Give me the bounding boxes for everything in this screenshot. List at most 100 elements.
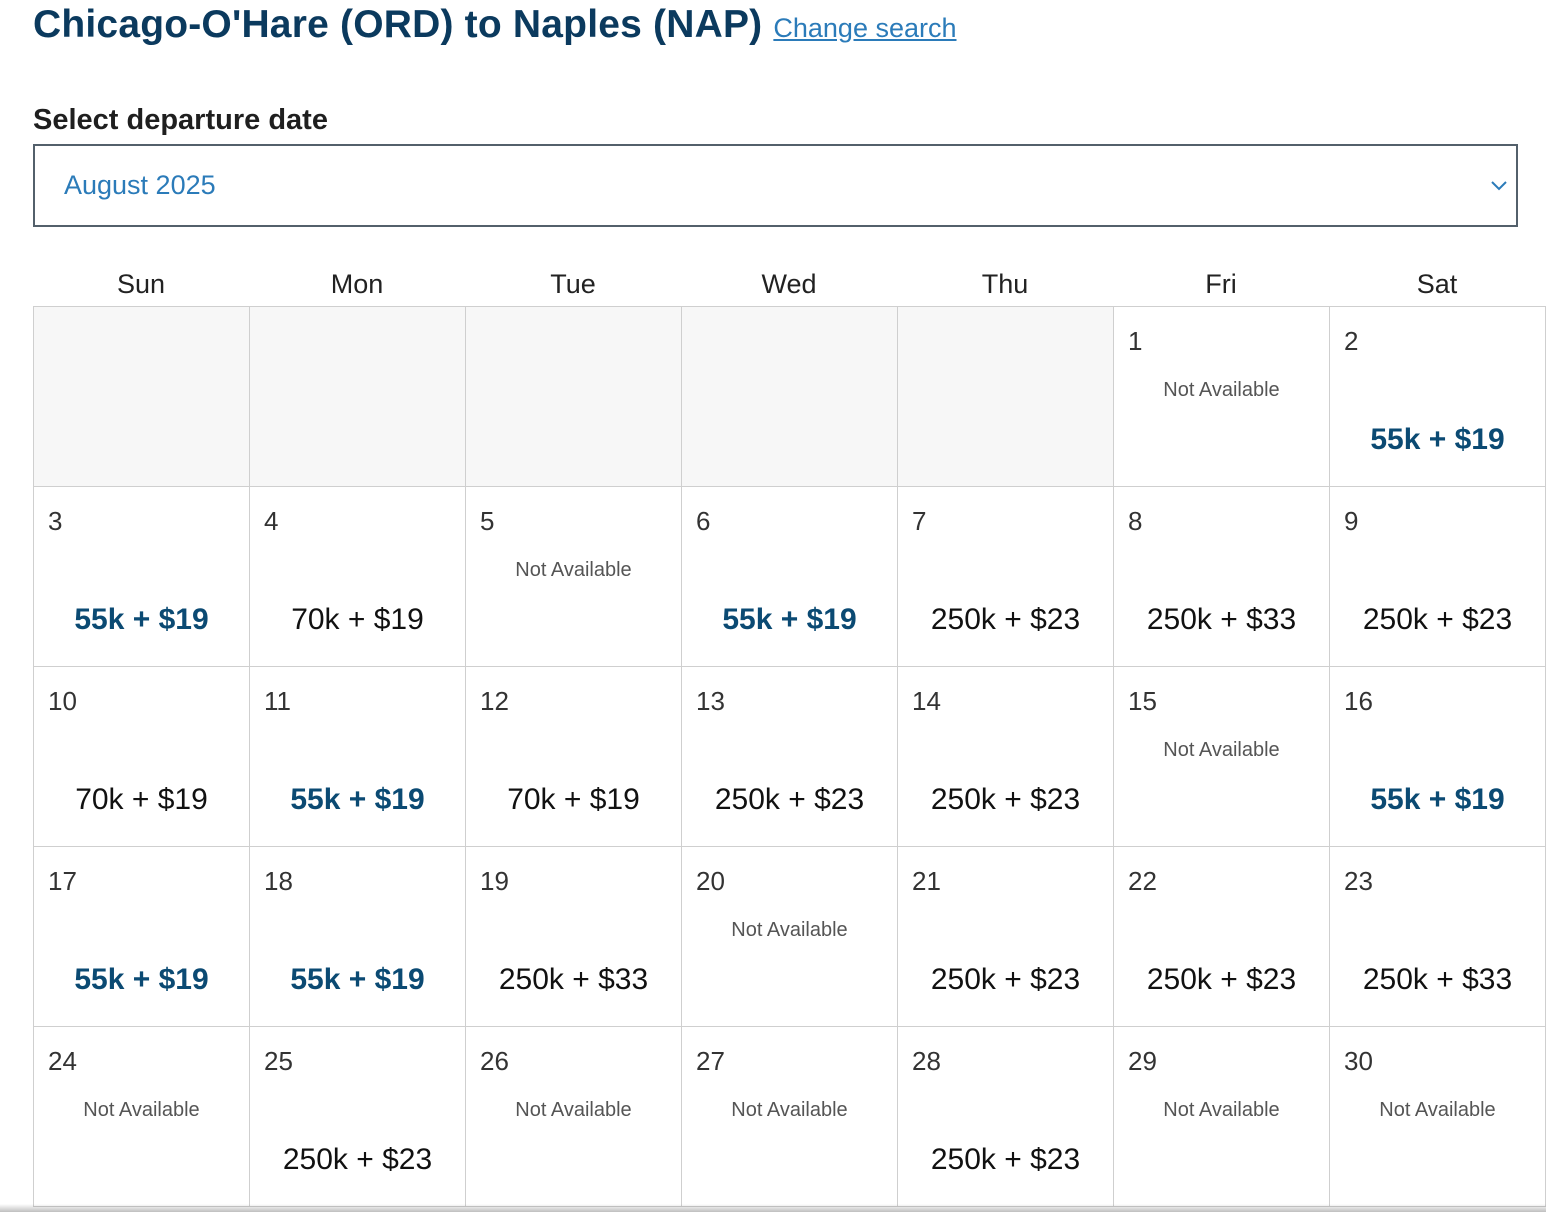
lowest-fare-price: 55k + $19 [1370,783,1505,816]
calendar-day-3[interactable]: 3 55k + $19 [34,487,250,667]
day-number: 25 [264,1046,293,1076]
calendar-day-18[interactable]: 18 55k + $19 [250,847,466,1027]
change-search-link[interactable]: Change search [773,13,957,43]
day-number: 22 [1128,866,1157,896]
not-available-label: Not Available [731,919,848,941]
day-number: 2 [1344,326,1359,356]
day-number: 14 [912,686,941,716]
not-available-label: Not Available [1163,379,1280,401]
chevron-down-icon [1490,176,1508,194]
fare-price: 250k + $33 [498,963,649,996]
lowest-fare-price: 55k + $19 [74,963,209,996]
not-available-label: Not Available [83,1099,200,1121]
select-departure-date-label: Select departure date [33,104,328,136]
not-available-label: Not Available [1379,1099,1496,1121]
calendar-day-10[interactable]: 10 70k + $19 [34,667,250,847]
not-available-label: Not Available [515,1099,632,1121]
day-number: 18 [264,866,293,896]
fare-price: 250k + $23 [714,783,865,816]
calendar-day-20: 20 Not Available [682,847,898,1027]
weekday-header-row: Sun Mon Tue Wed Thu Fri Sat [33,262,1545,306]
day-number: 24 [48,1046,77,1076]
lowest-fare-price: 55k + $19 [290,963,425,996]
calendar-day-9[interactable]: 9 250k + $23 [1330,487,1546,667]
not-available-label: Not Available [1163,739,1280,761]
day-number: 30 [1344,1046,1373,1076]
fare-price: 250k + $23 [930,1143,1081,1176]
fare-price: 250k + $33 [1362,963,1513,996]
day-number: 6 [696,506,711,536]
calendar-day-21[interactable]: 21 250k + $23 [898,847,1114,1027]
calendar-day-25[interactable]: 25 250k + $23 [250,1027,466,1207]
day-number: 11 [264,686,291,716]
calendar-day-1: 1 Not Available [1114,307,1330,487]
fare-price: 250k + $23 [1146,963,1297,996]
calendar-day-13[interactable]: 13 250k + $23 [682,667,898,847]
day-number: 13 [696,686,725,716]
fare-price: 250k + $23 [930,603,1081,636]
not-available-label: Not Available [1163,1099,1280,1121]
day-number: 17 [48,866,77,896]
calendar-day-4[interactable]: 4 70k + $19 [250,487,466,667]
calendar-day-26: 26 Not Available [466,1027,682,1207]
calendar-day-22[interactable]: 22 250k + $23 [1114,847,1330,1027]
fare-price: 70k + $19 [507,783,640,816]
calendar-day-8[interactable]: 8 250k + $33 [1114,487,1330,667]
day-number: 8 [1128,506,1143,536]
fare-price: 250k + $23 [930,963,1081,996]
calendar-day-14[interactable]: 14 250k + $23 [898,667,1114,847]
day-number: 28 [912,1046,941,1076]
lowest-fare-price: 55k + $19 [1370,423,1505,456]
calendar-day-17[interactable]: 17 55k + $19 [34,847,250,1027]
calendar-day-2[interactable]: 2 55k + $19 [1330,307,1546,487]
calendar-day-15: 15 Not Available [1114,667,1330,847]
day-number: 21 [912,866,941,896]
day-number: 15 [1128,686,1157,716]
route-title: Chicago-O'Hare (ORD) to Naples (NAP) [33,3,763,46]
calendar-day-5: 5 Not Available [466,487,682,667]
calendar-empty-cell [682,307,898,487]
weekday-sun: Sun [116,269,166,299]
month-select-value: August 2025 [64,170,216,200]
departure-calendar-grid: 1 Not Available 2 55k + $19 3 55k + $19 4 70k +… [33,306,1546,1207]
fare-price: 70k + $19 [291,603,424,636]
calendar-day-30: 30 Not Available [1330,1027,1546,1207]
day-number: 26 [480,1046,509,1076]
calendar-day-16[interactable]: 16 55k + $19 [1330,667,1546,847]
fare-price: 250k + $23 [930,783,1081,816]
lowest-fare-price: 55k + $19 [722,603,857,636]
calendar-day-19[interactable]: 19 250k + $33 [466,847,682,1027]
day-number: 27 [696,1046,725,1076]
weekday-mon: Mon [330,269,384,299]
weekday-wed: Wed [761,269,817,299]
day-number: 10 [48,686,77,716]
not-available-label: Not Available [731,1099,848,1121]
day-number: 1 [1128,326,1143,356]
calendar-day-28[interactable]: 28 250k + $23 [898,1027,1114,1207]
scroll-shadow [0,1204,1546,1212]
fare-price: 250k + $33 [1146,603,1297,636]
calendar-day-23[interactable]: 23 250k + $33 [1330,847,1546,1027]
not-available-label: Not Available [515,559,632,581]
day-number: 19 [480,866,509,896]
day-number: 29 [1128,1046,1157,1076]
lowest-fare-price: 55k + $19 [290,783,425,816]
calendar-empty-cell [898,307,1114,487]
calendar-empty-cell [34,307,250,487]
calendar-day-7[interactable]: 7 250k + $23 [898,487,1114,667]
calendar-day-6[interactable]: 6 55k + $19 [682,487,898,667]
day-number: 5 [480,506,495,536]
day-number: 3 [48,506,63,536]
weekday-sat: Sat [1416,269,1458,299]
day-number: 16 [1344,686,1373,716]
calendar-day-24: 24 Not Available [34,1027,250,1207]
fare-price: 250k + $23 [282,1143,433,1176]
day-number: 20 [696,866,725,896]
month-select[interactable]: August 2025 [33,144,1518,227]
calendar-day-11[interactable]: 11 55k + $19 [250,667,466,847]
day-number: 4 [264,506,279,536]
fare-price: 70k + $19 [75,783,208,816]
lowest-fare-price: 55k + $19 [74,603,209,636]
calendar-day-12[interactable]: 12 70k + $19 [466,667,682,847]
calendar-empty-cell [466,307,682,487]
